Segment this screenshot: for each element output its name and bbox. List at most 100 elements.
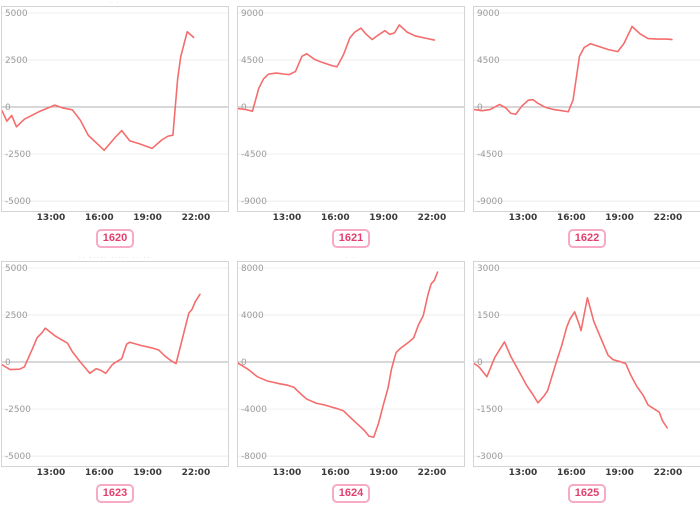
chart-cell-1621: 9000 4500 0 -4500 -9000 13:00 16:00 19:00 22:00 1… bbox=[237, 0, 465, 251]
y-tick-label: 5000 bbox=[5, 9, 28, 19]
x-tick-label: 16:00 bbox=[556, 213, 586, 223]
y-tick-label: -8000 bbox=[241, 452, 267, 462]
chart-plot-area[interactable]: 5000 2500 0 -2500 -5000 bbox=[1, 6, 229, 212]
y-tick-label: -4000 bbox=[241, 405, 267, 415]
y-tick-label: -4500 bbox=[241, 150, 267, 160]
cropped-chart-title: ·· ····· ····· ·· ·· bbox=[79, 255, 151, 261]
series-line bbox=[2, 293, 201, 375]
x-tick-label: 22:00 bbox=[417, 468, 447, 478]
x-tick-label: 19:00 bbox=[369, 213, 398, 223]
chart-id-badge[interactable]: 1622 bbox=[567, 229, 607, 248]
x-tick-label: 19:00 bbox=[605, 468, 634, 478]
chart-plot-area[interactable]: 9000 4500 0 -4500 -9000 bbox=[473, 6, 700, 212]
y-tick-label: -9000 bbox=[477, 197, 503, 207]
chart-canvas[interactable]: 9000 4500 0 -4500 -9000 bbox=[474, 7, 700, 211]
x-tick-label: 22:00 bbox=[417, 213, 447, 223]
chart-plot-area[interactable]: 3000 1500 0 -1500 -3000 bbox=[473, 261, 700, 467]
series-line bbox=[2, 30, 195, 152]
badge-row: 1621 bbox=[237, 226, 465, 251]
x-axis-labels: 13:00 16:00 19:00 22:00 bbox=[473, 467, 700, 481]
badge-row: 1622 bbox=[473, 226, 700, 251]
x-tick-label: 13:00 bbox=[508, 213, 538, 223]
y-tick-label: -2500 bbox=[5, 405, 31, 415]
y-tick-label: 2500 bbox=[5, 311, 28, 321]
y-tick-label: 9000 bbox=[477, 9, 500, 19]
y-tick-label: -9000 bbox=[241, 197, 267, 207]
chart-canvas[interactable]: 9000 4500 0 -4500 -9000 bbox=[238, 7, 464, 211]
x-tick-label: 22:00 bbox=[653, 468, 683, 478]
x-tick-label: 19:00 bbox=[133, 213, 162, 223]
y-tick-label: 3000 bbox=[477, 264, 500, 274]
y-tick-label: -4500 bbox=[477, 150, 503, 160]
y-tick-label: 0 bbox=[241, 358, 247, 368]
chart-canvas[interactable]: 5000 2500 0 -2500 -5000 bbox=[2, 262, 228, 466]
series-line bbox=[238, 271, 439, 439]
y-tick-label: 0 bbox=[241, 103, 247, 113]
chart-id-badge[interactable]: 1620 bbox=[95, 229, 135, 248]
chart-id-badge[interactable]: 1623 bbox=[95, 484, 135, 503]
x-tick-label: 16:00 bbox=[84, 213, 114, 223]
x-axis-labels: 13:00 16:00 19:00 22:00 bbox=[237, 467, 465, 481]
x-axis-labels: 13:00 16:00 19:00 22:00 bbox=[1, 212, 229, 226]
chart-canvas[interactable]: 5000 2500 0 -2500 -5000 bbox=[2, 7, 228, 211]
x-tick-label: 19:00 bbox=[133, 468, 162, 478]
series-line bbox=[474, 25, 673, 116]
x-tick-label: 22:00 bbox=[181, 468, 211, 478]
x-axis-labels: 13:00 16:00 19:00 22:00 bbox=[473, 212, 700, 226]
chart-cell-1620: · · 5000 2500 0 -2500 -5000 13:00 16:00 19:00 22:… bbox=[1, 0, 229, 251]
series-line bbox=[474, 296, 668, 429]
x-tick-label: 13:00 bbox=[36, 213, 66, 223]
x-tick-label: 19:00 bbox=[605, 213, 634, 223]
y-tick-label: -5000 bbox=[5, 452, 31, 462]
cropped-chart-title: · · bbox=[109, 0, 121, 6]
badge-row: 1624 bbox=[237, 481, 465, 506]
y-tick-label: -3000 bbox=[477, 452, 503, 462]
x-tick-label: 19:00 bbox=[369, 468, 398, 478]
y-tick-label: -2500 bbox=[5, 150, 31, 160]
x-axis-labels: 13:00 16:00 19:00 22:00 bbox=[1, 467, 229, 481]
y-tick-label: 0 bbox=[477, 103, 483, 113]
y-tick-label: -1500 bbox=[477, 405, 503, 415]
x-tick-label: 13:00 bbox=[36, 468, 66, 478]
cropped-chart-title: · · bbox=[345, 255, 357, 261]
y-tick-label: 4500 bbox=[241, 56, 264, 66]
y-tick-label: 4500 bbox=[477, 56, 500, 66]
badge-row: 1623 bbox=[1, 481, 229, 506]
chart-cell-1622: 9000 4500 0 -4500 -9000 13:00 16:00 19:00 22:00 1… bbox=[473, 0, 700, 251]
badge-row: 1620 bbox=[1, 226, 229, 251]
x-tick-label: 13:00 bbox=[272, 468, 302, 478]
chart-plot-area[interactable]: 9000 4500 0 -4500 -9000 bbox=[237, 6, 465, 212]
badge-row: 1625 bbox=[473, 481, 700, 506]
chart-cell-1624: · · 8000 4000 0 -4000 -8000 13:00 16:00 19:00 22:… bbox=[237, 255, 465, 506]
chart-canvas[interactable]: 3000 1500 0 -1500 -3000 bbox=[474, 262, 700, 466]
x-tick-label: 16:00 bbox=[84, 468, 114, 478]
x-tick-label: 22:00 bbox=[653, 213, 683, 223]
y-tick-label: 0 bbox=[5, 358, 11, 368]
series-line bbox=[238, 24, 436, 112]
y-tick-label: 9000 bbox=[241, 9, 264, 19]
y-tick-label: 1500 bbox=[477, 311, 500, 321]
chart-plot-area[interactable]: 8000 4000 0 -4000 -8000 bbox=[237, 261, 465, 467]
y-tick-label: 8000 bbox=[241, 264, 264, 274]
x-tick-label: 22:00 bbox=[181, 213, 211, 223]
chart-id-badge[interactable]: 1624 bbox=[331, 484, 371, 503]
y-tick-label: 2500 bbox=[5, 56, 28, 66]
y-tick-label: 4000 bbox=[241, 311, 264, 321]
chart-cell-1625: 3000 1500 0 -1500 -3000 13:00 16:00 19:00 22:00 1… bbox=[473, 255, 700, 506]
chart-plot-area[interactable]: 5000 2500 0 -2500 -5000 bbox=[1, 261, 229, 467]
y-tick-label: 5000 bbox=[5, 264, 28, 274]
chart-id-badge[interactable]: 1625 bbox=[567, 484, 607, 503]
chart-canvas[interactable]: 8000 4000 0 -4000 -8000 bbox=[238, 262, 464, 466]
chart-id-badge[interactable]: 1621 bbox=[331, 229, 371, 248]
x-tick-label: 16:00 bbox=[320, 213, 350, 223]
x-tick-label: 16:00 bbox=[556, 468, 586, 478]
x-tick-label: 16:00 bbox=[320, 468, 350, 478]
y-tick-label: 0 bbox=[5, 103, 11, 113]
chart-cell-1623: ·· ····· ····· ·· ·· 5000 2500 0 -2500 -5000 1… bbox=[1, 255, 229, 506]
y-tick-label: -5000 bbox=[5, 197, 31, 207]
x-tick-label: 13:00 bbox=[272, 213, 302, 223]
x-tick-label: 13:00 bbox=[508, 468, 538, 478]
x-axis-labels: 13:00 16:00 19:00 22:00 bbox=[237, 212, 465, 226]
y-tick-label: 0 bbox=[477, 358, 483, 368]
